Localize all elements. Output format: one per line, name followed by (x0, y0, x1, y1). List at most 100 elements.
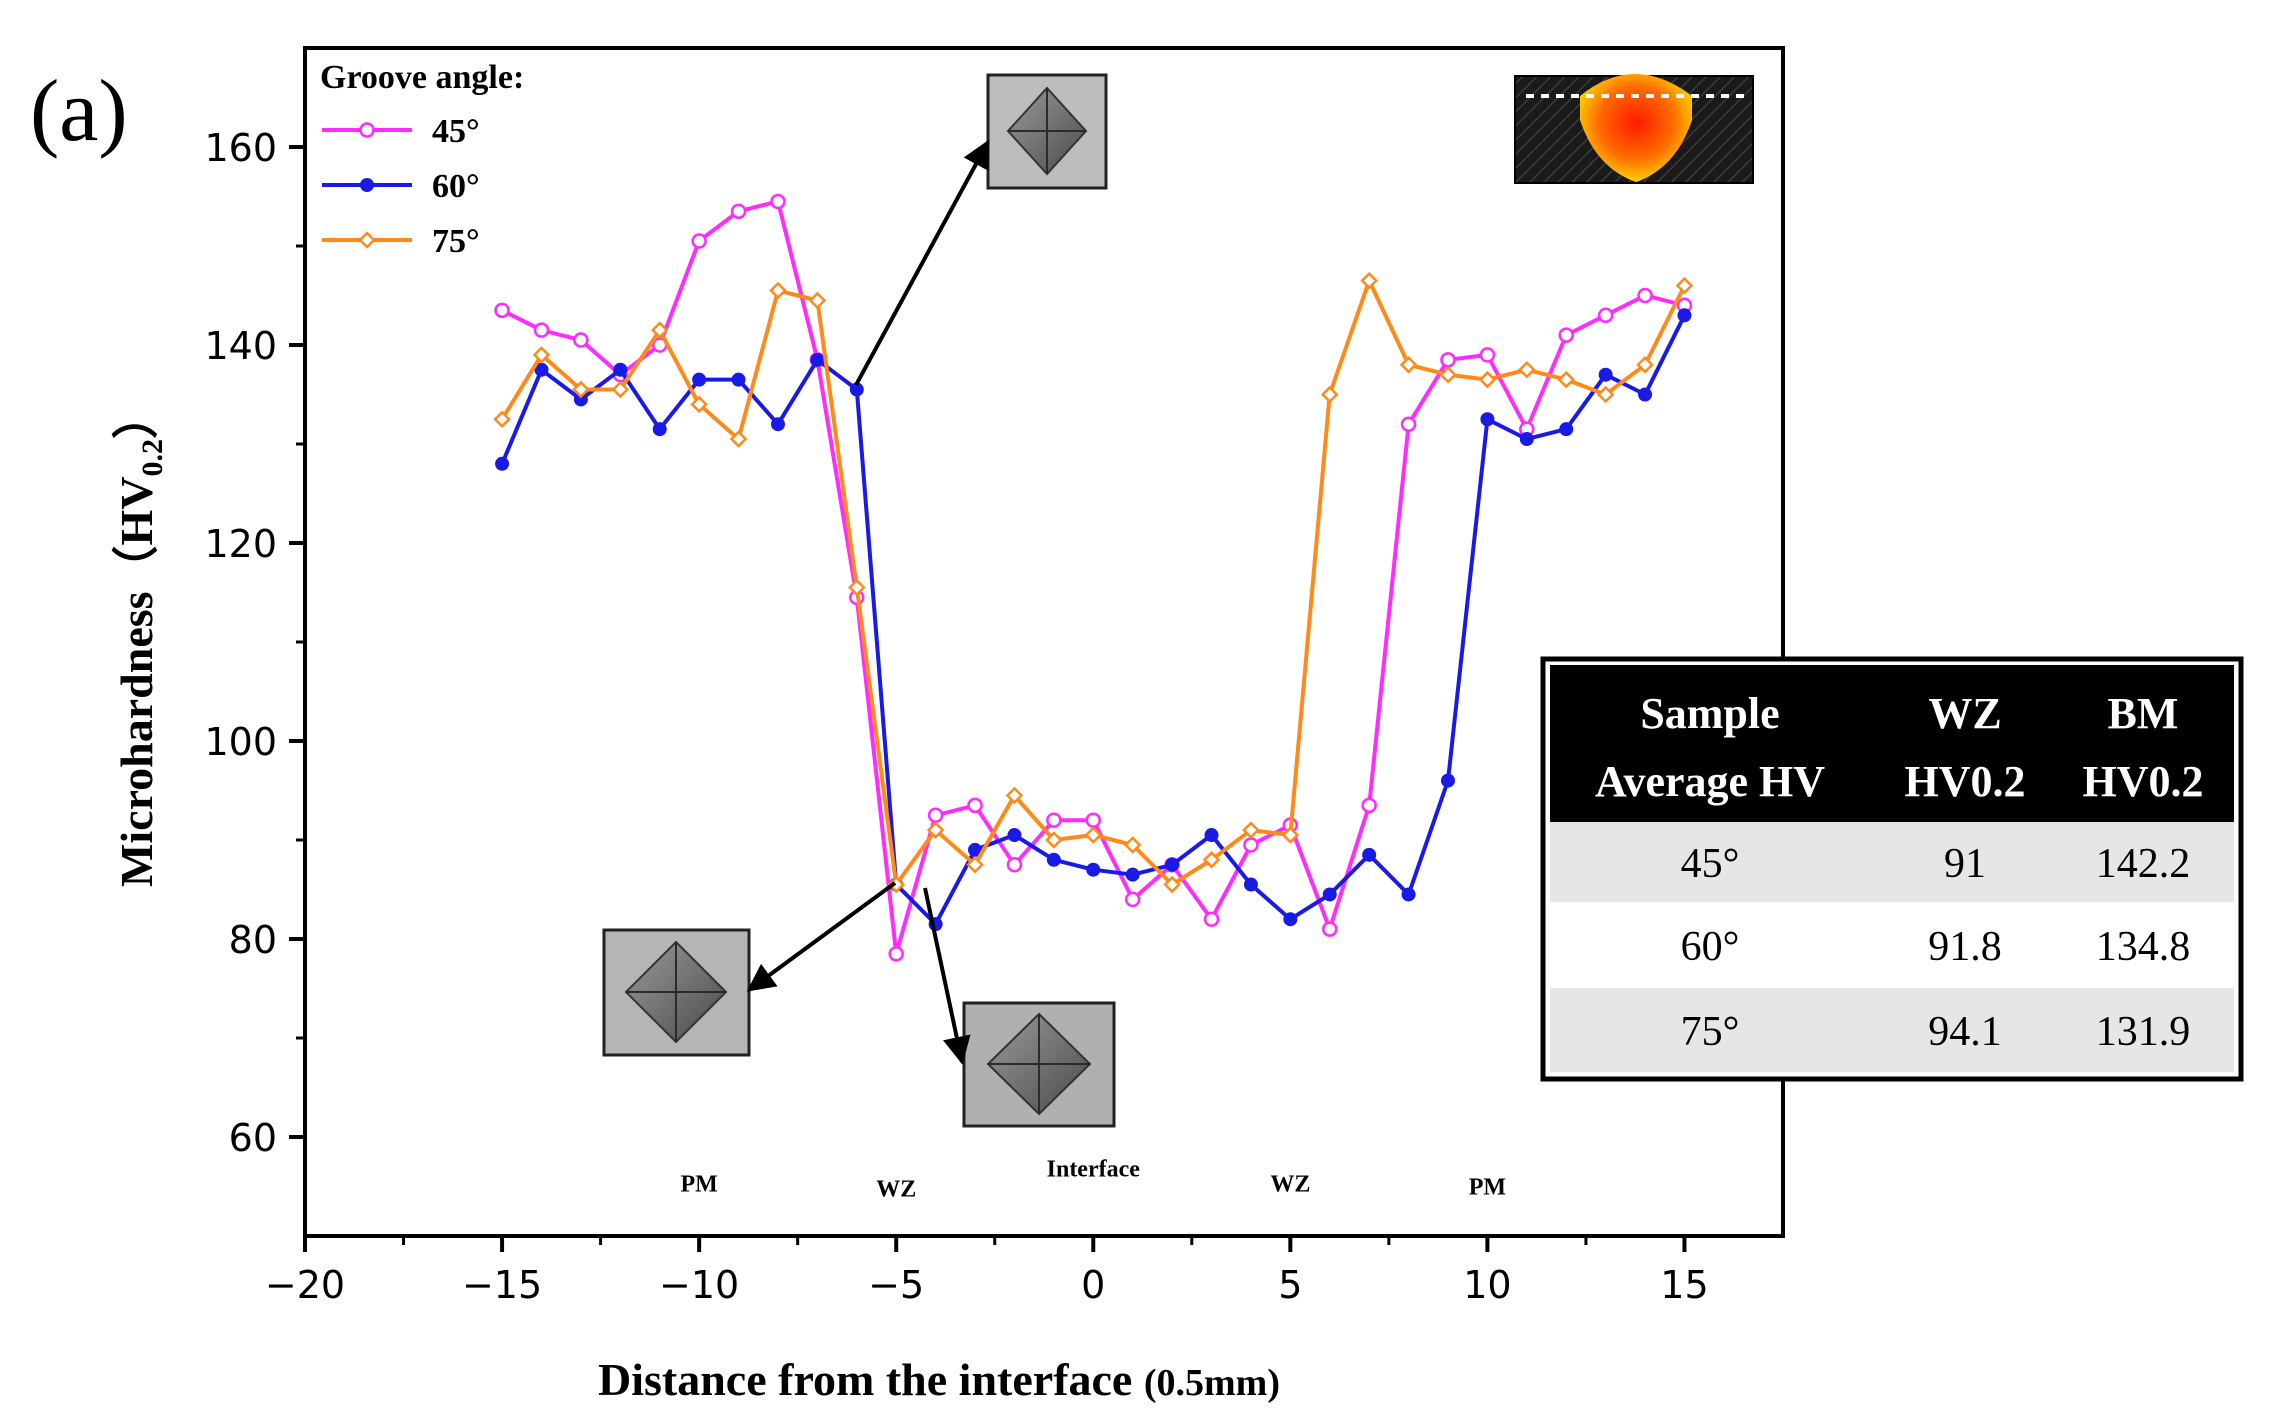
x-tick-label: −10 (659, 1263, 739, 1307)
data-point (968, 842, 983, 857)
indent-image-upper (986, 73, 1108, 190)
data-point (1203, 911, 1220, 927)
data-point (573, 332, 589, 348)
y-tick-label: 160 (204, 126, 277, 170)
data-point (611, 380, 630, 399)
annotation-arrow-upper (854, 139, 990, 386)
table-cell: 94.1 (1928, 1009, 2002, 1055)
data-point (1321, 921, 1338, 937)
data-point (533, 322, 550, 338)
table-row-bg-1 (1550, 822, 2234, 902)
data-point (494, 302, 510, 319)
data-point (1125, 867, 1140, 882)
legend-label: 75° (432, 223, 480, 260)
data-point (690, 395, 708, 414)
data-point (1559, 422, 1574, 437)
table-header-sample-2: Average HV (1595, 757, 1825, 806)
data-point (1440, 352, 1456, 368)
data-point (1046, 852, 1061, 867)
table-cell: 91.8 (1928, 924, 2002, 970)
data-point (1320, 385, 1339, 404)
data-point (926, 821, 945, 839)
legend-marker (360, 178, 374, 192)
data-point (1675, 276, 1694, 295)
data-point (1281, 826, 1300, 844)
data-point (1636, 356, 1654, 374)
data-point (730, 203, 747, 220)
region-labels: PM WZ Interface WZ PM (680, 1157, 1506, 1203)
annotation-arrow-lower-left (746, 881, 897, 992)
data-point (493, 410, 511, 429)
data-point (534, 362, 549, 377)
data-point (1006, 857, 1023, 873)
x-axis-title-unit: (0.5mm) (1144, 1362, 1280, 1404)
x-tick-label: 15 (1660, 1263, 1708, 1307)
x-axis-title-main: Distance from the interface (598, 1354, 1132, 1405)
weld-cross-section-icon (1514, 74, 1754, 184)
data-point (1401, 887, 1416, 902)
data-point (769, 281, 787, 300)
table-header-bm-2: HV0.2 (2083, 757, 2204, 806)
y-axis-title-close: ） (111, 393, 162, 439)
data-point (1084, 826, 1103, 844)
region-label: WZ (876, 1176, 916, 1202)
data-point (572, 380, 590, 399)
data-point (1163, 875, 1181, 894)
x-tick-label: 5 (1278, 1263, 1302, 1307)
data-point (1638, 387, 1653, 402)
data-point (1086, 862, 1101, 877)
table-cell: 134.8 (2096, 924, 2191, 970)
table-header-wz-2: HV0.2 (1905, 757, 2026, 806)
y-tick-label: 120 (204, 522, 277, 566)
data-point (1005, 786, 1024, 805)
data-point (887, 875, 905, 894)
table-row-bg-2 (1550, 902, 2234, 988)
data-point (1242, 821, 1260, 839)
data-point (1478, 370, 1497, 389)
data-point (1596, 385, 1615, 404)
indent-image-lower-left (602, 928, 751, 1057)
data-point (1007, 828, 1022, 843)
legend: Groove angle: 45° 60° 75° (320, 59, 524, 260)
legend-label: 45° (432, 113, 480, 150)
data-point (770, 417, 785, 432)
y-tick-label: 100 (204, 720, 277, 764)
data-point (613, 362, 628, 377)
data-point (1202, 851, 1221, 869)
y-axis-title: Microhardness（HV0.2） (111, 393, 169, 887)
legend-title: Groove angle: (320, 59, 524, 96)
x-tick-label: −20 (265, 1263, 345, 1307)
data-point (729, 430, 748, 448)
data-point (731, 372, 746, 387)
y-axis-title-sym: （HV (111, 476, 162, 591)
region-label: PM (680, 1171, 717, 1197)
data-point (808, 291, 827, 310)
series-layer (493, 193, 1694, 962)
series-line (500, 278, 1687, 887)
legend-marker (358, 231, 376, 249)
table-cell: 45° (1681, 841, 1740, 887)
region-label: PM (1469, 1174, 1506, 1200)
data-point (1557, 370, 1575, 389)
data-point (888, 946, 904, 962)
series-0 (494, 193, 1693, 962)
data-point (1362, 847, 1377, 862)
legend-items: 45° 60° 75° (322, 113, 480, 260)
data-point (495, 456, 510, 471)
table-header-wz-1: WZ (1928, 689, 2001, 738)
table-row-bg-3 (1550, 988, 2234, 1072)
data-point (1360, 271, 1378, 290)
data-point (1558, 327, 1574, 343)
table-cell: 91 (1944, 841, 1986, 887)
data-point (1518, 360, 1536, 379)
region-label: Interface (1047, 1157, 1141, 1183)
data-point (1479, 347, 1496, 363)
data-point (692, 372, 707, 387)
data-point (1598, 367, 1613, 382)
table-header-sample-1: Sample (1640, 689, 1779, 738)
data-point (810, 352, 825, 367)
y-axis-title-main: Microhardness (111, 591, 162, 887)
x-tick-label: 10 (1463, 1263, 1511, 1307)
data-point (652, 422, 667, 437)
